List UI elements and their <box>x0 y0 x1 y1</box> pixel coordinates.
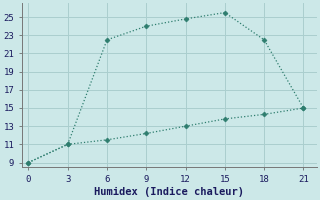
X-axis label: Humidex (Indice chaleur): Humidex (Indice chaleur) <box>94 186 244 197</box>
